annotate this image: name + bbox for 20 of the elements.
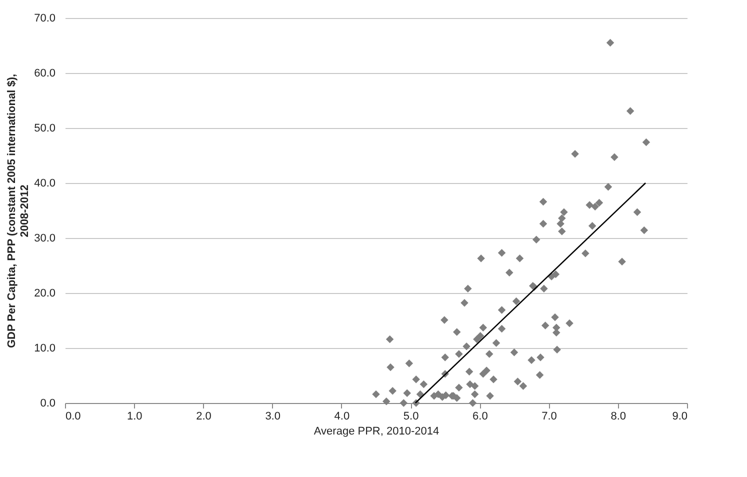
y-tick-label: 70.0 <box>34 12 56 24</box>
x-tick-label: 3.0 <box>265 410 280 422</box>
x-tick-label: 5.0 <box>403 410 419 422</box>
y-tick-label: 30.0 <box>34 232 56 244</box>
y-tick-label: 20.0 <box>34 288 56 300</box>
x-tick-label: 2.0 <box>196 410 212 422</box>
y-tick-label: 40.0 <box>34 178 56 190</box>
x-tick-label: 9.0 <box>672 410 688 422</box>
x-tick-label: 0.0 <box>66 410 81 422</box>
y-tick-label: 0.0 <box>40 398 56 410</box>
y-axis-title: GDP Per Capita, PPP (constant 2005 international $), 2008-2012 <box>6 74 32 348</box>
y-tick-label: 60.0 <box>34 68 56 80</box>
y-tick-label: 50.0 <box>34 122 56 134</box>
x-tick-label: 6.0 <box>472 410 488 422</box>
x-tick-label: 1.0 <box>126 410 142 422</box>
x-tick-label: 8.0 <box>610 410 626 422</box>
x-tick-label: 7.0 <box>542 410 557 422</box>
x-axis-title: Average PPR, 2010-2014 <box>314 426 440 438</box>
x-tick-label: 4.0 <box>334 410 350 422</box>
y-tick-label: 10.0 <box>34 342 56 354</box>
